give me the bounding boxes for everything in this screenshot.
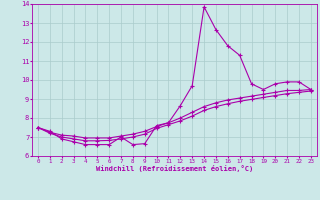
X-axis label: Windchill (Refroidissement éolien,°C): Windchill (Refroidissement éolien,°C) xyxy=(96,165,253,172)
